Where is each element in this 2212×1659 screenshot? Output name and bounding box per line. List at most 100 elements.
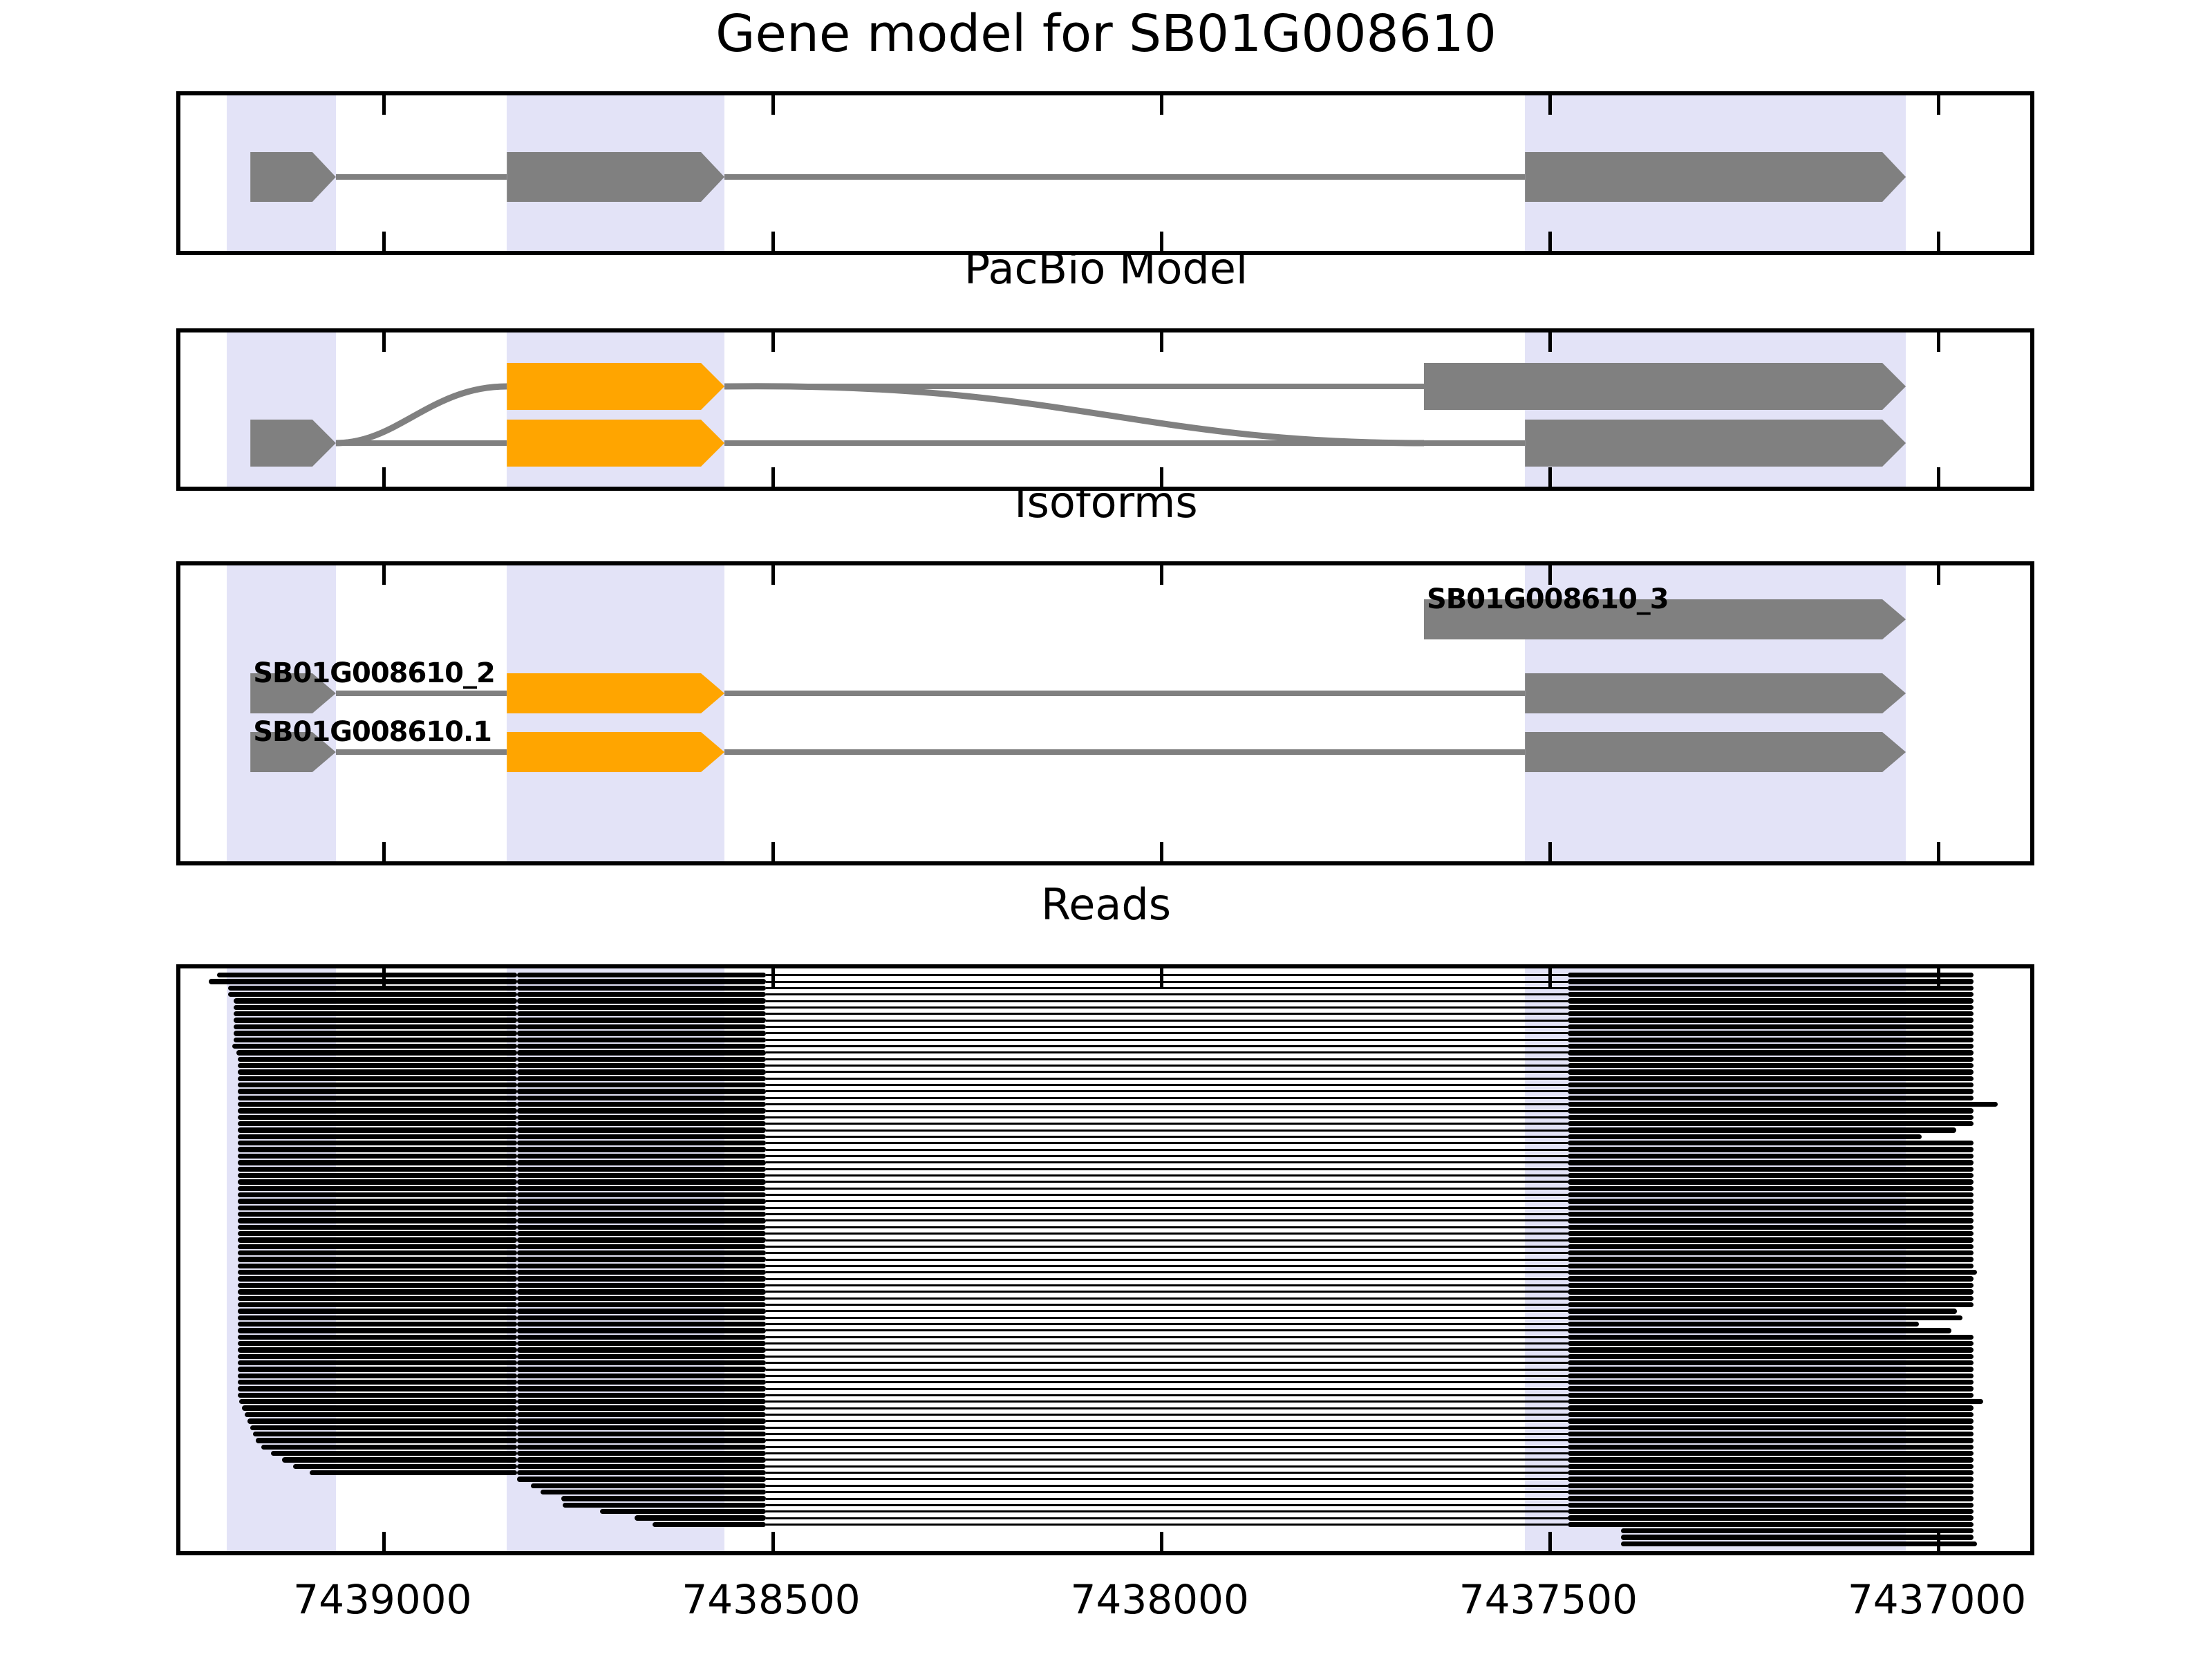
read-exon-block: [228, 992, 517, 997]
read-exon-block: [1568, 1147, 1974, 1152]
read-exon-block: [541, 1490, 766, 1495]
read-intron-link: [766, 1071, 1568, 1074]
read-row: [180, 1450, 2030, 1456]
read-exon-block: [517, 1192, 766, 1198]
read-row: [180, 1056, 2030, 1062]
read-exon-block: [238, 1179, 517, 1185]
x-axis-label-7437500: 7437500: [1459, 1576, 1638, 1623]
axis-tick-7437500: [1548, 1532, 1552, 1551]
read-exon-block: [517, 1276, 766, 1282]
x-axis-label-7438000: 7438000: [1070, 1576, 1249, 1623]
read-exon-block: [238, 1392, 517, 1398]
gene-model-intron-2: [724, 174, 1526, 180]
axis-tick-7438500: [771, 332, 775, 352]
read-row: [180, 1031, 2030, 1036]
read-exon-block: [1568, 1153, 1974, 1159]
read-exon-block: [1568, 1095, 1974, 1101]
read-exon-block: [1568, 1199, 1974, 1204]
read-exon-block: [517, 1199, 766, 1204]
read-intron-link: [766, 1206, 1568, 1209]
read-exon-block: [563, 1502, 766, 1508]
read-exon-block: [238, 1282, 517, 1288]
x-axis-label-7438500: 7438500: [682, 1576, 861, 1623]
read-row: [180, 1528, 2030, 1534]
pacbio-2-intron-2: [724, 440, 1526, 446]
read-row: [180, 1302, 2030, 1308]
read-exon-block: [517, 1250, 766, 1256]
read-row: [180, 1380, 2030, 1385]
read-exon-block: [1621, 1535, 1974, 1540]
read-exon-block: [517, 1218, 766, 1224]
read-exon-block: [234, 1004, 517, 1011]
read-exon-block: [517, 1321, 766, 1327]
read-intron-link: [766, 1277, 1568, 1280]
read-exon-block: [1568, 1521, 1974, 1528]
pacbio-1-exon-2: [1424, 363, 1906, 410]
isoform-1-exon-1: [1424, 599, 1906, 639]
read-exon-block: [238, 1211, 517, 1217]
isoform-2-exon-3: [1525, 673, 1906, 713]
read-exon-block: [1568, 1412, 1974, 1418]
read-exon-block: [1568, 1166, 1974, 1172]
read-intron-link: [766, 1394, 1568, 1396]
read-exon-block: [517, 1127, 766, 1133]
axis-tick-7437500: [1548, 232, 1552, 251]
read-row: [180, 1367, 2030, 1372]
read-intron-link: [766, 1084, 1568, 1087]
read-intron-link: [766, 1459, 1568, 1461]
read-exon-block: [1568, 1470, 1974, 1476]
read-intron-link: [766, 1058, 1568, 1060]
read-exon-block: [1568, 1309, 1957, 1314]
read-exon-block: [517, 1373, 766, 1379]
read-exon-block: [517, 1224, 766, 1230]
read-exon-block: [517, 1089, 766, 1094]
read-exon-block: [238, 1192, 517, 1198]
read-row: [180, 1276, 2030, 1282]
read-exon-block: [1568, 1069, 1974, 1075]
read-row: [180, 1231, 2030, 1237]
read-exon-block: [1568, 1141, 1974, 1146]
isoform-label-1: SB01G008610_3: [1426, 583, 1669, 615]
read-exon-block: [282, 1457, 517, 1463]
read-intron-link: [766, 1051, 1568, 1054]
read-exon-block: [517, 1438, 766, 1443]
read-exon-block: [1568, 1237, 1974, 1243]
axis-tick-7437000: [1937, 95, 1941, 115]
read-row: [180, 1295, 2030, 1301]
read-intron-link: [766, 1523, 1568, 1526]
read-exon-block: [517, 998, 766, 1004]
read-exon-block: [517, 1450, 766, 1456]
read-exon-block: [1568, 1340, 1974, 1347]
read-exon-block: [517, 1056, 766, 1062]
read-intron-link: [766, 1200, 1568, 1203]
read-row: [180, 1114, 2030, 1121]
axis-tick-7438000: [1159, 95, 1163, 115]
read-row: [180, 1509, 2030, 1515]
read-exon-block: [238, 1386, 517, 1391]
read-exon-block: [1568, 1399, 1983, 1405]
read-exon-block: [234, 998, 517, 1004]
read-row: [180, 1309, 2030, 1314]
read-intron-link: [766, 1381, 1568, 1384]
read-exon-block: [1568, 992, 1974, 997]
read-exon-block: [238, 1334, 517, 1340]
read-exon-block: [517, 1360, 766, 1366]
read-exon-block: [1568, 1457, 1974, 1463]
read-row: [180, 1438, 2030, 1443]
pacbio-splice-curves: [335, 383, 1424, 447]
read-exon-block: [253, 1431, 517, 1437]
read-row: [180, 1270, 2030, 1275]
read-row: [180, 1160, 2030, 1165]
read-exon-block: [517, 985, 766, 991]
read-exon-block: [238, 1160, 517, 1165]
read-row: [180, 1147, 2030, 1152]
read-exon-block: [517, 1134, 766, 1140]
axis-tick-7439000: [382, 332, 386, 352]
read-exon-block: [238, 1367, 517, 1372]
read-exon-block: [1568, 1250, 1974, 1256]
read-exon-block: [238, 1231, 517, 1237]
read-exon-block: [517, 1166, 766, 1172]
read-intron-link: [766, 1226, 1568, 1228]
pacbio-model-panel: [176, 328, 2034, 491]
read-exon-block: [1568, 1089, 1974, 1094]
